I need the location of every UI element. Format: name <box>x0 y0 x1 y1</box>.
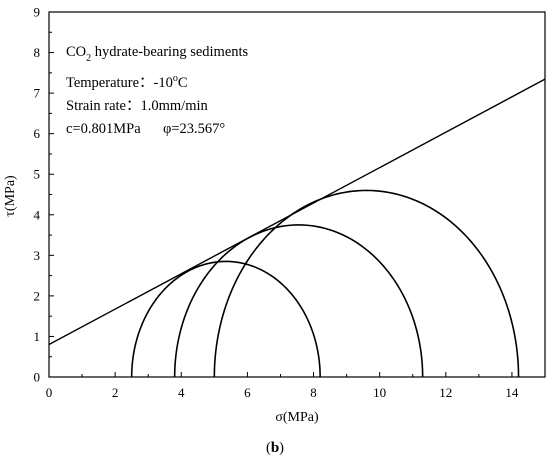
y-tick-label: 0 <box>34 370 41 385</box>
annotation-title: CO2 hydrate-bearing sediments <box>66 44 249 64</box>
x-tick-label: 0 <box>46 385 53 400</box>
y-tick-label: 8 <box>34 45 41 60</box>
x-tick-label: 8 <box>310 385 317 400</box>
y-tick-label: 1 <box>34 329 41 344</box>
x-tick-label: 12 <box>439 385 452 400</box>
x-axis-ticks: 0 2 4 6 8 10 12 14 <box>46 372 519 400</box>
mohr-circle <box>213 189 520 378</box>
annotation-cohesion: c=0.801MPa <box>66 121 141 137</box>
x-tick-label: 4 <box>178 385 185 400</box>
y-tick-label: 4 <box>34 207 41 222</box>
panel-label: (b) <box>266 440 284 456</box>
y-tick-label: 5 <box>34 167 41 182</box>
mohr-circle <box>130 260 321 378</box>
x-axis-label: σ(MPa) <box>275 410 319 425</box>
y-tick-label: 9 <box>34 5 41 20</box>
chart-series <box>48 78 546 378</box>
y-axis-label: τ(MPa) <box>3 175 18 217</box>
mohr-circle <box>173 224 424 378</box>
y-tick-label: 6 <box>34 126 41 141</box>
y-tick-label: 7 <box>34 86 41 101</box>
y-axis-ticks: 0 1 2 3 4 5 6 7 8 9 <box>34 5 54 385</box>
plot-frame <box>48 11 546 378</box>
x-tick-label: 10 <box>373 385 386 400</box>
annotation-temperature: Temperature：-10oC <box>66 73 188 91</box>
annotation-strain-rate: Strain rate：1.0mm/min <box>66 98 209 114</box>
x-tick-label: 2 <box>112 385 119 400</box>
x-tick-label: 6 <box>244 385 251 400</box>
x-tick-label: 14 <box>505 385 519 400</box>
annotation-friction-angle: φ=23.567° <box>163 121 225 137</box>
y-tick-label: 2 <box>34 288 41 303</box>
y-tick-label: 3 <box>34 248 41 263</box>
